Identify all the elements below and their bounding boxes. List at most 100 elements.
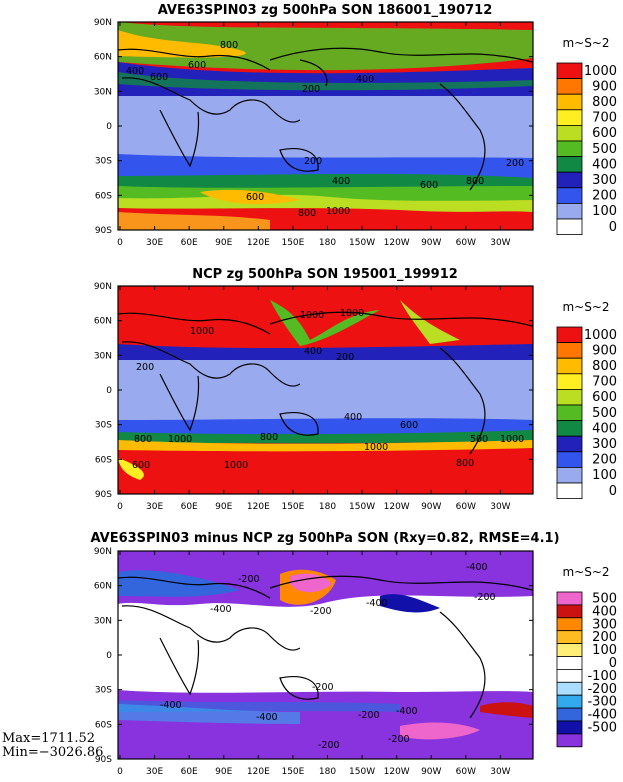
lon-tick-label: 90E [215,767,232,777]
lon-tick-label: 60W [456,502,476,512]
colorbar-swatch [556,388,583,406]
colorbar-swatch [556,78,583,95]
colorbar-label: 700 [592,375,617,390]
panel-2-coastlines [118,311,533,455]
contour-label: 1000 [168,434,192,445]
contour-label: -400 [256,712,278,723]
lat-tick-label: 90S [95,226,112,236]
panel-3-contour-labels: -200 -400 -400 -200 -400 -200 -200 -400 … [160,562,496,751]
contour-label: 600 [400,420,418,431]
panel-2-units: m~S~2 [562,300,609,314]
colorbar-label: 400 [592,157,617,172]
lon-tick-label: 90W [421,502,441,512]
lon-tick-label: 180 [319,767,336,777]
colorbar-label: -100 [587,669,617,684]
colorbar-label: 0 [609,656,617,671]
colorbar-swatch [556,404,583,422]
lon-tick-label: 180 [319,238,336,248]
colorbar-swatch [556,109,583,126]
contour-label: -200 [312,682,334,693]
panel-1-map [118,22,533,230]
lat-tick-label: 90S [95,490,112,500]
panel-1-coastlines [118,47,533,191]
colorbar-swatch [556,681,583,696]
colorbar-label: 1000 [584,328,617,343]
lat-tick-label: 30N [94,351,112,361]
colorbar-label: 100 [592,643,617,658]
panel-2-map [118,286,533,494]
colorbar-swatch [556,202,583,220]
lon-tick-label: 150W [349,767,375,777]
colorbar-label: 700 [592,111,617,126]
colorbar-swatch [556,466,583,484]
colorbar-swatch [556,656,583,670]
contour-label: -200 [388,734,410,745]
panel-1-title: AVE63SPIN03 zg 500hPa SON 186001_190712 [158,3,493,18]
colorbar-swatch [556,694,583,709]
colorbar-label: 100 [592,468,617,483]
panel-3-coastlines [118,575,533,719]
colorbar-swatch [556,420,583,437]
lat-tick-label: 60S [95,191,112,201]
contour-label: 1000 [224,460,248,471]
max-value: Max=1711.52 [2,731,95,746]
lon-tick-label: 60W [456,767,476,777]
colorbar-label: 0 [609,484,617,499]
contour-label: 800 [220,40,238,51]
contour-label: 1000 [364,442,388,453]
lat-tick-label: 30S [95,157,112,167]
colorbar-label: 900 [592,79,617,94]
contour-label: 400 [126,66,144,77]
lat-tick-label: 60S [95,720,112,730]
lon-tick-label: 120W [384,238,410,248]
lon-tick-label: 30W [490,767,510,777]
lon-tick-label: 30E [146,502,163,512]
lon-tick-label: 0 [117,767,123,777]
lat-tick-label: 30N [94,87,112,97]
panel-1-contour-labels: 800 400 600 600 400 200 200 200 400 600 … [126,40,524,219]
lon-tick-label: 90E [215,502,232,512]
colorbar-swatch [556,125,583,142]
lon-tick-label: 60W [456,238,476,248]
colorbar-label: 200 [592,189,617,204]
lat-tick-label: 60N [94,317,112,327]
lon-tick-label: 60E [181,238,198,248]
panel-2-contour-labels: 1000 1000 400 200 400 600 800 1000 800 1… [132,308,524,471]
colorbar-label: 400 [592,421,617,436]
lon-tick-label: 180 [319,502,336,512]
panel-3: AVE63SPIN03 minus NCP zg 500hPa SON (Rxy… [2,531,617,777]
colorbar-label: 1000 [584,64,617,79]
contour-label: 200 [506,158,524,169]
colorbar-swatch [556,669,583,683]
colorbar-label: 200 [592,630,617,645]
contour-label: 600 [132,460,150,471]
panel-2: NCP zg 500hPa SON 195001_199912 1000 [94,267,617,512]
colorbar-label: 800 [592,359,617,374]
contour-label: -400 [160,700,182,711]
colorbar-swatch [556,733,583,748]
colorbar-swatch [556,187,583,204]
contour-label: 800 [260,432,278,443]
contour-label: 400 [344,412,362,423]
contour-label: 800 [456,458,474,469]
contour-label: 600 [150,72,168,83]
panel-3-axes: 90N 60N 30N 0 30S 60S 90S 0 30E 60E 90E 120E 150E 180… [94,547,533,777]
lon-tick-label: 150E [281,767,304,777]
lon-tick-label: 120E [247,767,270,777]
colorbar-label: -400 [587,708,617,723]
panel-1: AVE63SPIN03 zg 500hPa SON 186001_190712 [94,3,617,248]
colorbar-swatch [556,342,583,359]
colorbar-label: 500 [592,591,617,606]
lat-tick-label: 90N [94,547,112,557]
panel-3-map [118,551,533,759]
panel-3-units: m~S~2 [562,565,609,579]
lat-tick-label: 0 [106,122,112,132]
colorbar-label: 200 [592,453,617,468]
contour-label: 400 [304,346,322,357]
colorbar-swatch [556,451,583,468]
colorbar-swatch [556,707,583,722]
colorbar-swatch [556,435,583,453]
contour-label: 1000 [300,310,324,321]
colorbar-swatch [556,156,583,173]
